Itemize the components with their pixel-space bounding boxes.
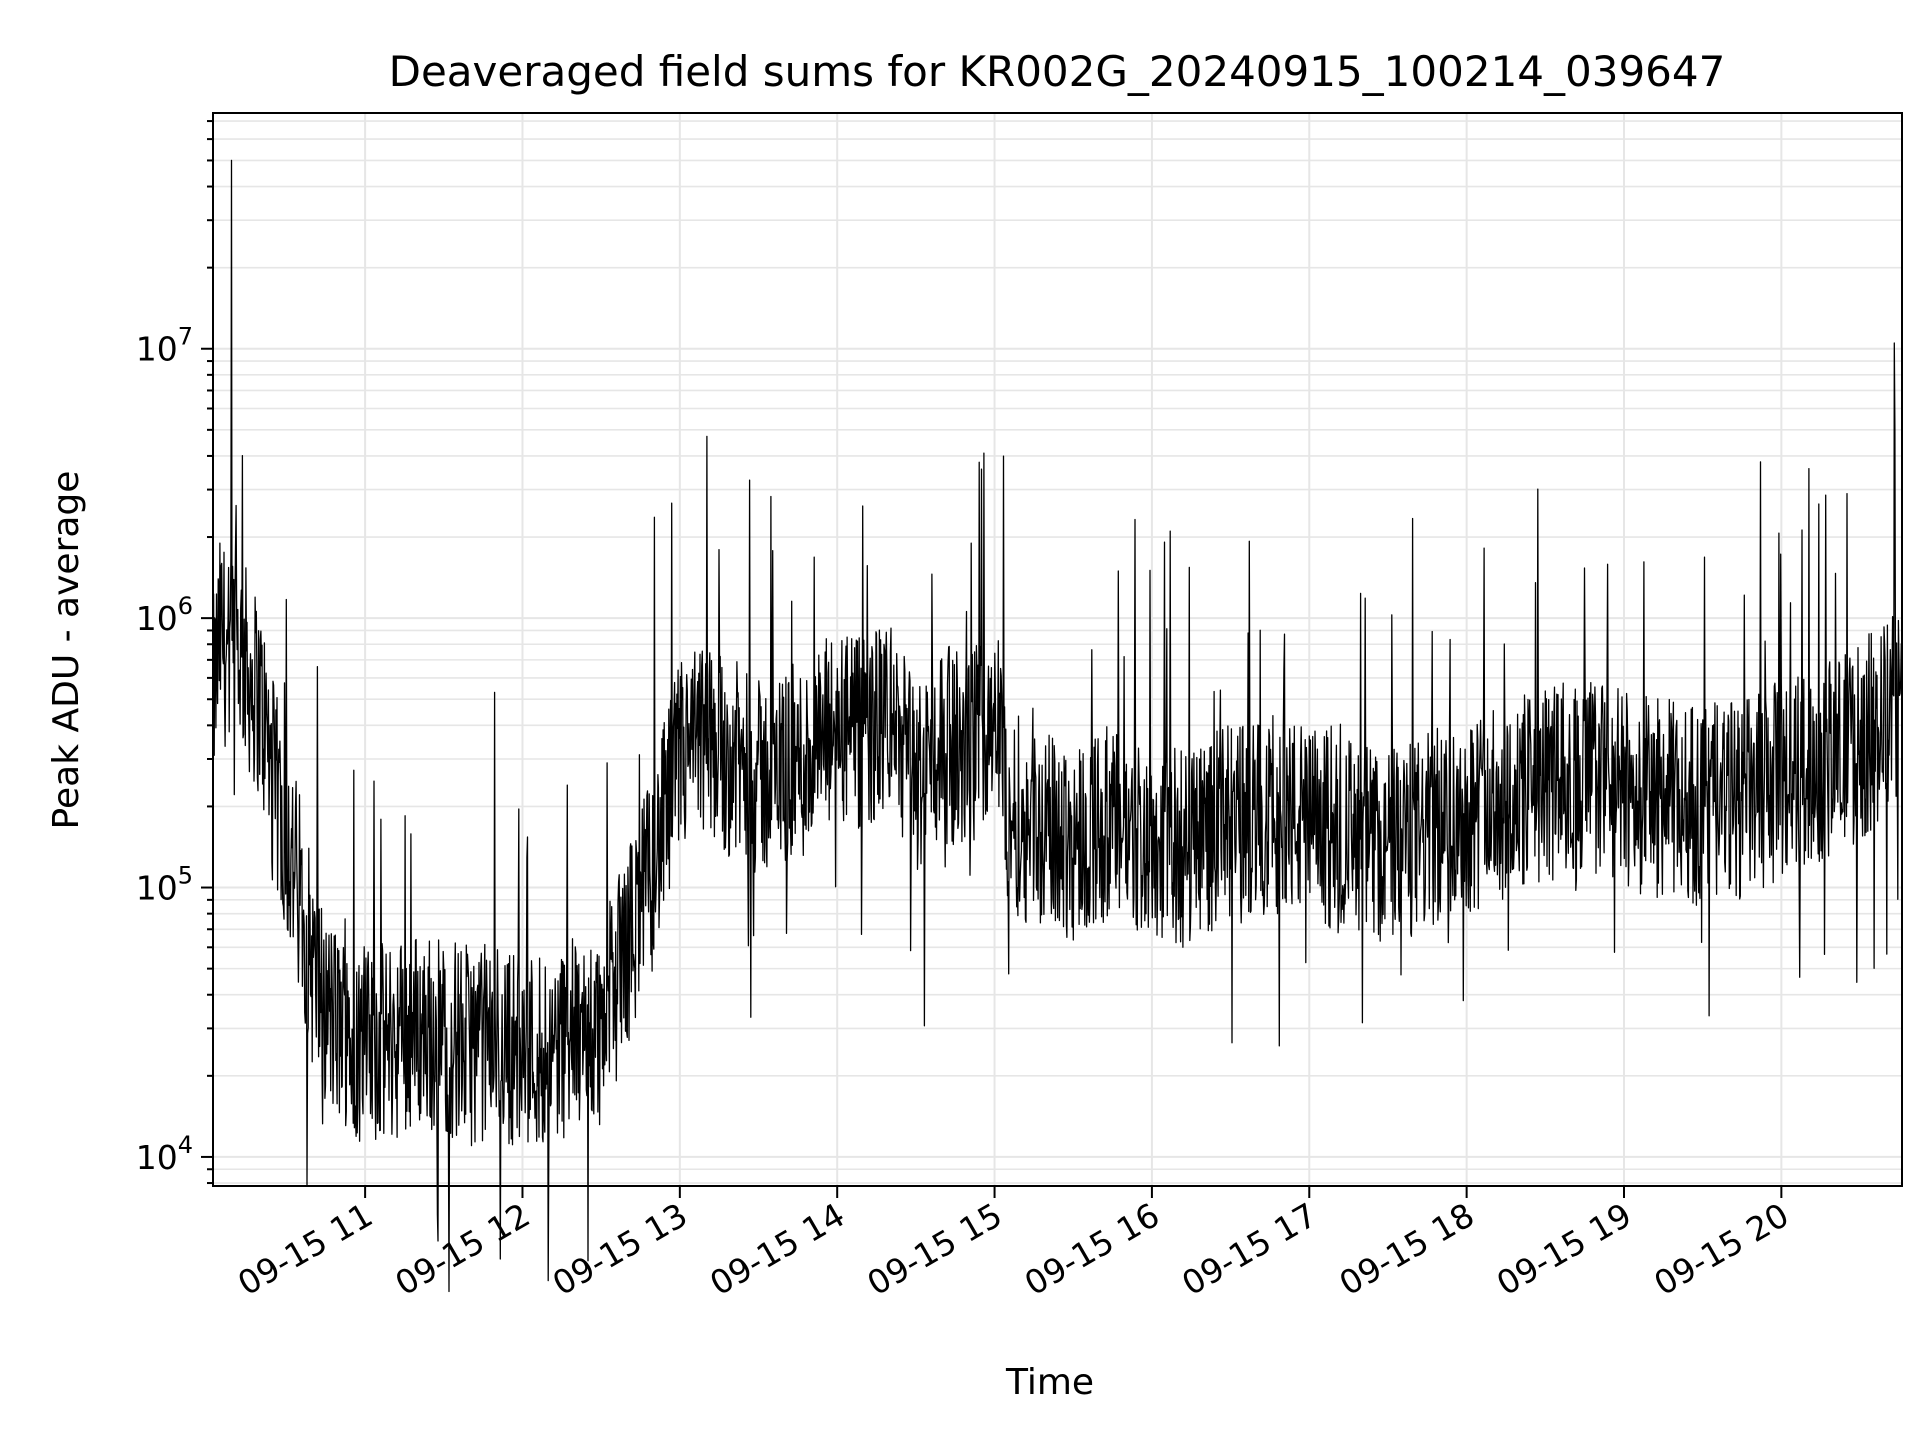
- y-tick-label: 105: [136, 862, 193, 908]
- y-tick-label: 104: [136, 1131, 193, 1177]
- plot-frame: [212, 112, 1903, 1187]
- y-tick-label: 107: [136, 323, 193, 369]
- chart-title: Deaveraged field sums for KR002G_2024091…: [389, 47, 1726, 96]
- series-line: [212, 159, 1903, 1293]
- y-axis-label: Peak ADU - average: [46, 471, 87, 830]
- x-axis-label: Time: [1005, 1362, 1094, 1403]
- y-axis: 104 105 106 107: [136, 120, 213, 1185]
- series-layer: [212, 159, 1903, 1293]
- y-tick-label: 106: [136, 592, 193, 638]
